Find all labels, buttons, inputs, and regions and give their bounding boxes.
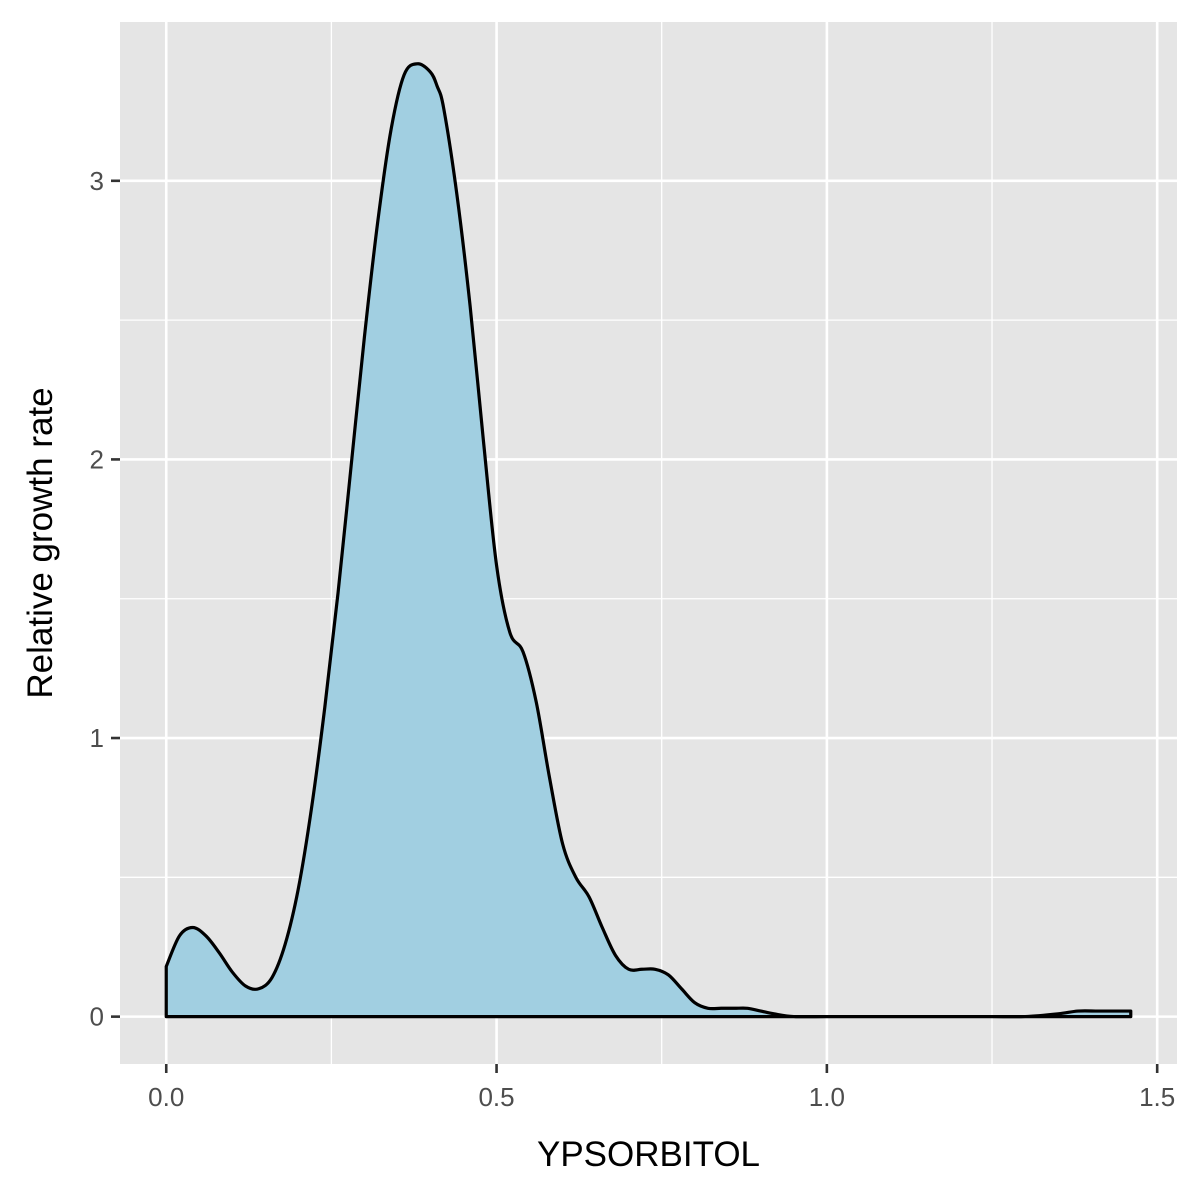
y-axis: 0 1 2 3 [90,166,120,1032]
x-axis: 0.0 0.5 1.0 1.5 [148,1064,1175,1112]
density-area [164,62,1133,1019]
x-axis-title: YPSORBITOL [537,1135,760,1174]
plot-panel [120,22,1177,1064]
y-tick-label: 1 [90,723,104,753]
y-tick-label: 2 [90,444,104,474]
x-tick-label: 1.5 [1139,1082,1175,1112]
y-tick-label: 0 [90,1002,104,1032]
x-tick-label: 0.5 [478,1082,514,1112]
x-tick-label: 1.0 [809,1082,845,1112]
x-tick-label: 0.0 [148,1082,184,1112]
y-axis-title: Relative growth rate [21,387,60,698]
y-tick-label: 3 [90,166,104,196]
